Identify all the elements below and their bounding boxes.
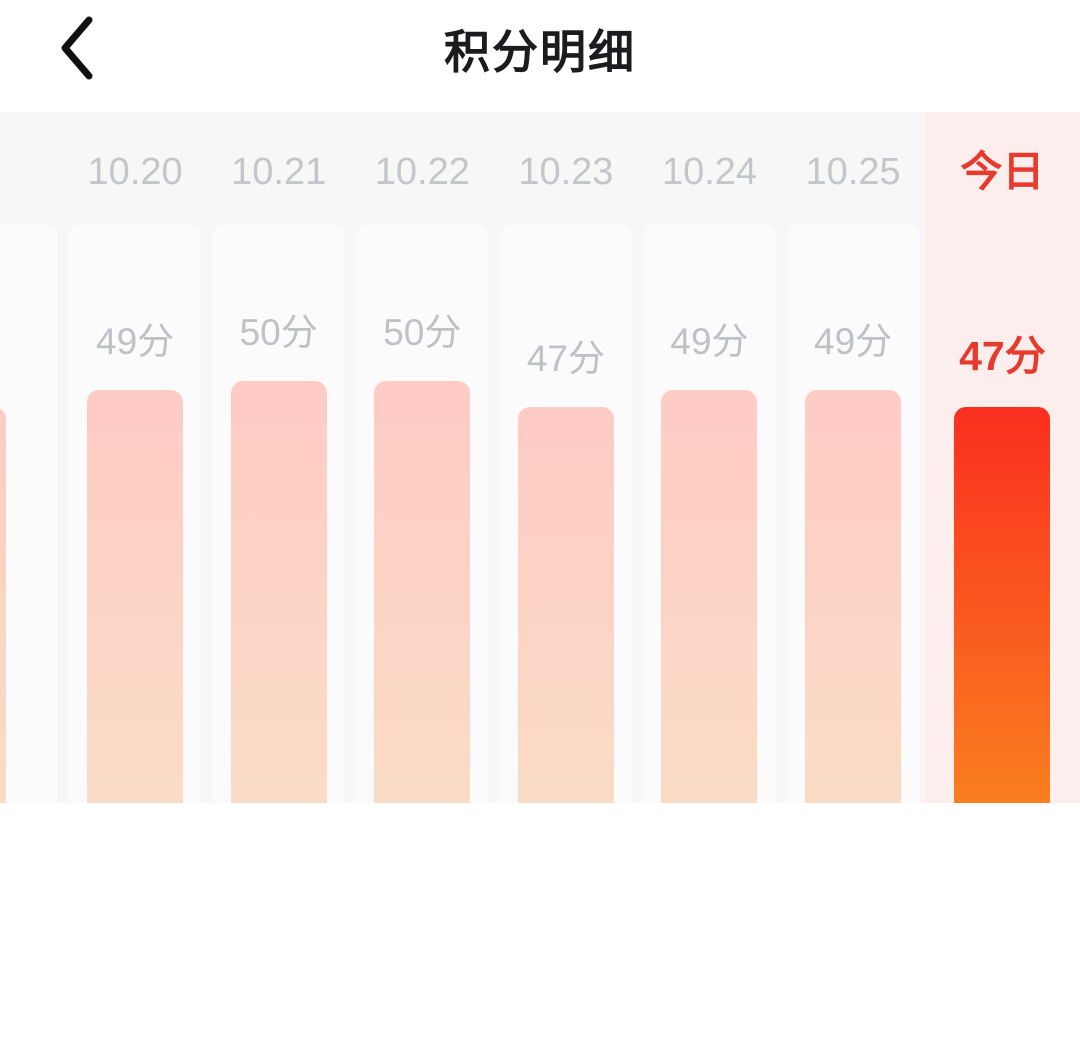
bar [230,381,327,803]
bar [805,390,902,803]
score-label: 50分 [383,312,462,353]
date-label: 19 [0,148,63,196]
score-label: 47分 [959,333,1046,379]
date-label: 10.20 [87,151,183,193]
daily-points-bar-chart: 19 分 10.20 49分 10.21 50分 10.22 50分 10.23 47分 10.24… [0,112,1080,803]
chart-column-19[interactable]: 19 分 [0,112,63,803]
bar [661,390,758,803]
chart-column-10.20[interactable]: 10.20 49分 [63,112,207,803]
date-label: 10.23 [518,151,614,193]
score-label: 50分 [239,312,318,353]
bar [517,407,614,803]
date-label: 10.25 [805,151,901,193]
date-label-today: 今日 [960,148,1045,195]
summary-panel: 张智 张智 2025.10.26 星期日 当日积分： 47 年度积分： 40 ! [0,803,1080,1040]
chart-column-10.24[interactable]: 10.24 49分 [638,112,782,803]
back-button[interactable] [44,8,108,88]
chart-column-10.23[interactable]: 10.23 47分 [494,112,638,803]
bar-today [954,407,1051,803]
chevron-left-icon [61,16,93,80]
chart-column-10.21[interactable]: 10.21 50分 [207,112,351,803]
header-bar: 积分明细 [0,0,1080,112]
bar [0,407,6,803]
bar [374,381,471,803]
score-label: 49分 [96,321,175,362]
date-label: 10.21 [231,151,327,193]
date-label: 10.22 [374,151,470,193]
bar [87,390,184,803]
date-label: 10.24 [661,151,758,193]
chart-column-10.25[interactable]: 10.25 49分 [781,112,925,803]
chart-column-今日[interactable]: 今日 47分 [924,112,1080,803]
score-label: 49分 [814,321,893,362]
chart-column-10.22[interactable]: 10.22 50分 [351,112,495,803]
bar-track [0,225,58,803]
score-label: 49分 [670,321,749,362]
score-label: 47分 [526,338,605,379]
page-title: 积分明细 [444,26,636,78]
score-label: 分 [0,328,55,382]
